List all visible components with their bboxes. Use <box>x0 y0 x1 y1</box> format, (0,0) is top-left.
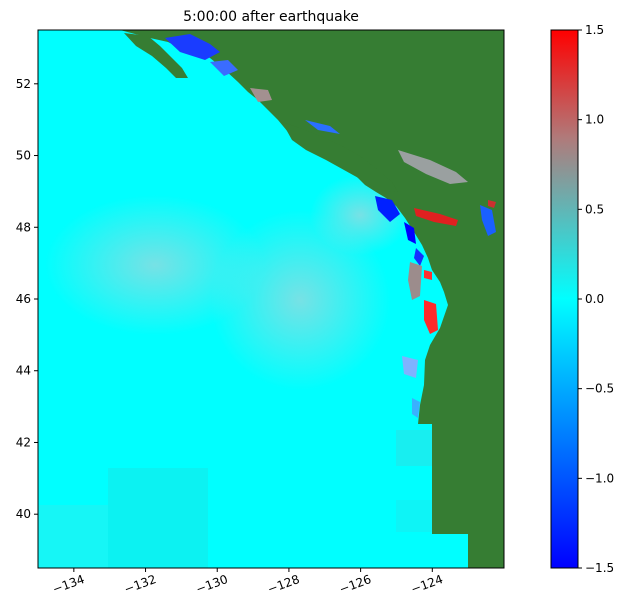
ocean-lighter-tile <box>396 500 432 532</box>
land-mainland <box>120 30 504 568</box>
colorbar-tick-label: 1.0 <box>585 113 604 127</box>
wave-mixed-strait <box>398 150 468 184</box>
ocean-lighter-tile <box>38 505 108 568</box>
y-tick-label: 50 <box>16 149 31 163</box>
x-tick-label: −126 <box>337 572 373 596</box>
colorbar-axis: 1.5 1.0 0.5 0.0 −0.5 −1.0 −1.5 <box>578 23 614 575</box>
wave-negative-north <box>165 34 220 60</box>
ocean-anomaly-patch <box>210 210 390 390</box>
y-tick-label: 44 <box>16 364 31 378</box>
map-area <box>38 30 504 568</box>
wave-positive-patch <box>250 88 272 102</box>
wave-negative-strait <box>305 120 340 134</box>
y-axis: 40 42 44 46 48 50 52 <box>16 77 38 521</box>
inland-water-positive <box>488 200 496 208</box>
island-haida-gwaii <box>124 33 188 78</box>
y-tick-label: 48 <box>16 220 31 234</box>
x-tick-label: −124 <box>409 572 445 596</box>
colorbar-tick-label: −0.5 <box>585 382 614 396</box>
colorbar-tick-label: 1.5 <box>585 23 604 37</box>
inland-water-negative <box>480 205 496 236</box>
island-vancouver <box>282 122 398 192</box>
y-tick-label: 42 <box>16 435 31 449</box>
x-tick-label: −132 <box>122 572 158 596</box>
wave-negative-far-south <box>412 398 420 418</box>
ocean-lighter-tile <box>396 430 432 466</box>
colorbar-tick-label: 0.0 <box>585 292 604 306</box>
wave-positive-strait <box>414 208 458 226</box>
wave-mixed-coast <box>408 262 422 300</box>
colorbar-tick-label: −1.5 <box>585 561 614 575</box>
colorbar <box>550 29 579 569</box>
x-tick-label: −134 <box>51 572 87 596</box>
y-tick-label: 40 <box>16 507 31 521</box>
x-tick-label: −130 <box>194 572 230 596</box>
y-tick-label: 46 <box>16 292 31 306</box>
wave-negative-coast-3 <box>414 248 424 266</box>
wave-negative-coast-2 <box>404 222 416 244</box>
wave-negative-north-2 <box>210 60 238 76</box>
wave-negative-coast <box>375 196 400 222</box>
x-tick-label: −128 <box>266 572 302 596</box>
colorbar-tick-label: 0.5 <box>585 202 604 216</box>
y-tick-label: 52 <box>16 77 31 91</box>
map-title: 5:00:00 after earthquake <box>183 9 359 25</box>
wave-negative-south <box>402 356 418 378</box>
wave-positive-coast <box>424 300 438 334</box>
x-axis: −134 −132 −130 −128 −126 −124 <box>51 568 445 596</box>
ocean-lighter-tile <box>108 468 208 568</box>
wave-positive-coast-2 <box>424 270 432 280</box>
colorbar-tick-label: −1.0 <box>585 471 614 485</box>
